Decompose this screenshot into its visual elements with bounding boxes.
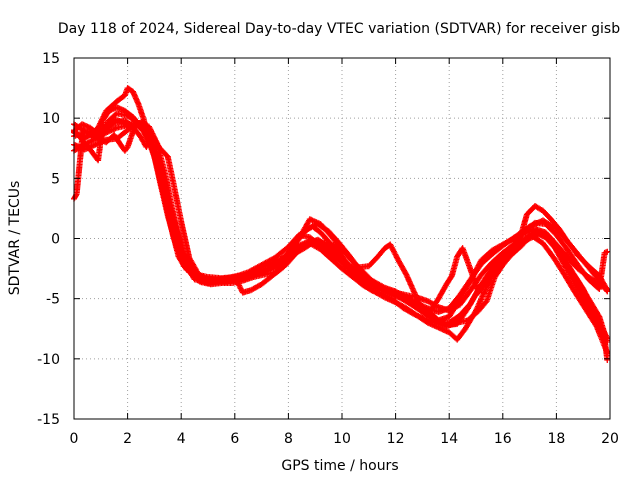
data-point bbox=[308, 216, 315, 223]
series-track-8 bbox=[71, 120, 611, 363]
x-tick-label: 10 bbox=[333, 431, 351, 447]
data-point bbox=[604, 287, 611, 294]
x-tick-label: 6 bbox=[230, 431, 239, 447]
x-tick-label: 0 bbox=[70, 431, 79, 447]
axis-ticks bbox=[73, 57, 611, 420]
y-tick-label: -10 bbox=[37, 352, 60, 368]
data-point bbox=[604, 357, 611, 363]
data-point bbox=[604, 248, 611, 255]
y-tick-label: -15 bbox=[37, 412, 60, 428]
x-tick-label: 14 bbox=[440, 431, 458, 447]
x-tick-label: 8 bbox=[284, 431, 293, 447]
y-axis-label: SDTVAR / TECUs bbox=[7, 181, 23, 296]
data-point bbox=[84, 145, 91, 152]
data-point bbox=[448, 274, 455, 280]
y-tick-label: 5 bbox=[51, 171, 60, 187]
chart-title: Day 118 of 2024, Sidereal Day-to-day VTE… bbox=[58, 21, 620, 37]
x-tick-label: 4 bbox=[177, 431, 186, 447]
x-tick-label: 12 bbox=[387, 431, 405, 447]
x-tick-label: 2 bbox=[123, 431, 132, 447]
data-point bbox=[77, 144, 84, 151]
x-tick-label: 16 bbox=[494, 431, 512, 447]
x-axis-label: GPS time / hours bbox=[281, 458, 398, 474]
series-track-7 bbox=[71, 118, 611, 314]
data-point bbox=[410, 288, 417, 295]
y-tick-label: 15 bbox=[42, 51, 60, 67]
tick-labels: 0 2 4 6 8 10 12 14 16 18 20 -15 -10 -5 0 5 10 15 bbox=[37, 51, 619, 447]
x-tick-label: 20 bbox=[601, 431, 619, 447]
data-point bbox=[603, 285, 610, 292]
y-tick-label: 10 bbox=[42, 111, 60, 127]
data-points bbox=[71, 85, 611, 363]
data-point bbox=[402, 270, 409, 277]
y-tick-label: 0 bbox=[51, 232, 60, 248]
y-tick-label: -5 bbox=[46, 292, 60, 308]
x-tick-label: 18 bbox=[547, 431, 565, 447]
